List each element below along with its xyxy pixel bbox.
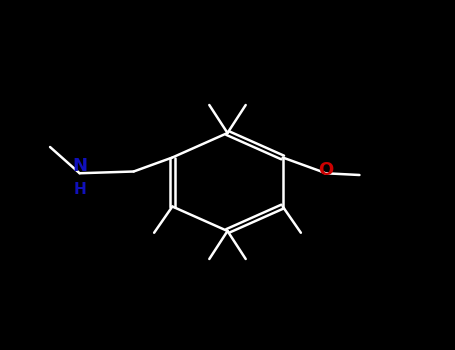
Text: H: H [73, 182, 86, 196]
Text: N: N [72, 157, 87, 175]
Text: O: O [318, 161, 333, 179]
